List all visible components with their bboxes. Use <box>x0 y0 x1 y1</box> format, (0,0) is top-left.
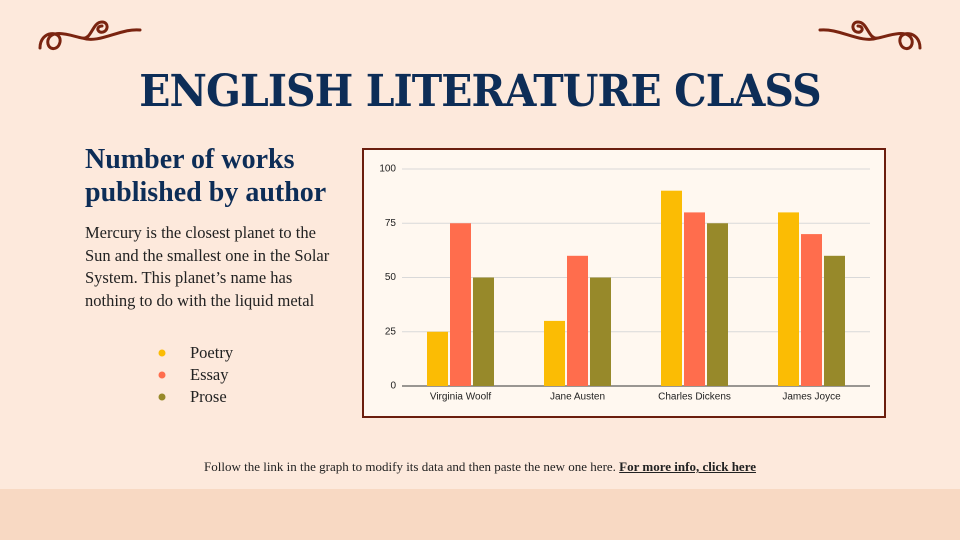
y-tick-label: 75 <box>385 218 397 229</box>
bar <box>473 277 494 386</box>
y-tick-label: 100 <box>379 164 396 175</box>
body-text: Mercury is the closest planet to the Sun… <box>85 223 330 310</box>
bar <box>684 212 705 386</box>
bar <box>801 234 822 386</box>
bar <box>427 331 448 386</box>
legend-label: Prose <box>190 387 227 406</box>
bar <box>567 255 588 386</box>
x-tick-label: Charles Dickens <box>658 392 731 403</box>
footer-band <box>0 489 960 540</box>
x-tick-label: Jane Austen <box>550 392 605 403</box>
chart-subtitle: Number of works published by author <box>85 144 327 208</box>
bar <box>824 255 845 386</box>
footer-text: Follow the link in the graph to modify i… <box>203 459 616 474</box>
swirl-right <box>818 20 922 50</box>
legend-label: Essay <box>190 365 229 384</box>
info-link[interactable]: For more info, click here <box>619 459 757 474</box>
legend-marker <box>158 371 166 379</box>
bar <box>661 190 682 386</box>
legend-label: Poetry <box>190 343 234 362</box>
slide-title: ENGLISH LITERATURE CLASS <box>139 66 821 117</box>
y-tick-label: 0 <box>390 381 396 392</box>
y-tick-label: 50 <box>385 272 397 283</box>
legend-marker <box>158 349 166 357</box>
bar <box>707 223 728 386</box>
bar <box>450 223 471 386</box>
swirl-left <box>38 20 142 50</box>
y-tick-label: 25 <box>385 326 397 337</box>
bar <box>544 320 565 386</box>
bar <box>590 277 611 386</box>
footer: Follow the link in the graph to modify i… <box>0 459 960 475</box>
bar <box>778 212 799 386</box>
chart: 0 25 50 75 100 Virginia Woolf Jane Austen Charl… <box>379 164 870 403</box>
x-tick-label: Virginia Woolf <box>430 392 492 403</box>
x-tick-label: James Joyce <box>782 392 841 403</box>
legend: Poetry Essay Prose <box>158 343 234 406</box>
legend-marker <box>158 393 166 401</box>
